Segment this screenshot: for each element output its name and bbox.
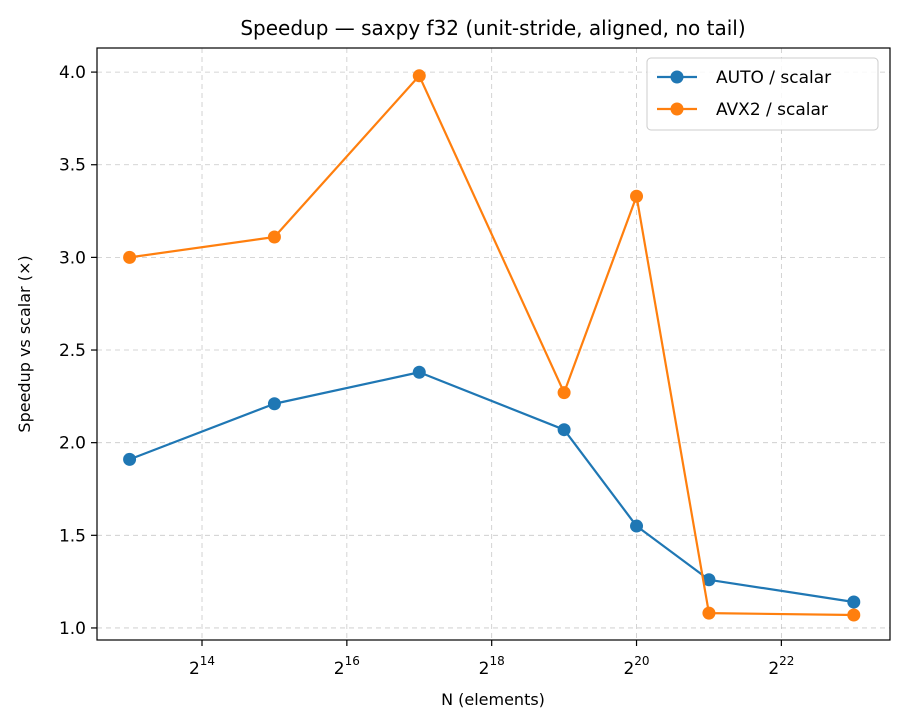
legend-box <box>646 57 879 131</box>
x-tick-exponent: 20 <box>634 654 649 668</box>
x-tick-label: 220 <box>623 654 649 679</box>
data-point-series-0 <box>557 423 571 437</box>
series-layer <box>123 69 861 622</box>
data-point-series-0 <box>267 397 281 411</box>
data-point-series-1 <box>702 606 716 620</box>
x-tick-label: 214 <box>189 654 215 679</box>
data-point-series-0 <box>847 595 861 609</box>
plot-area-frame <box>96 47 891 641</box>
legend-marker-0 <box>670 70 684 84</box>
legend-label-1: AVX2 / scalar <box>716 100 828 120</box>
y-tick-label: 2.5 <box>59 341 86 361</box>
data-point-series-1 <box>557 386 571 400</box>
data-point-series-0 <box>702 573 716 587</box>
legend-marker-1 <box>670 102 684 116</box>
x-tick-label: 218 <box>479 654 505 679</box>
data-point-series-0 <box>123 452 137 466</box>
data-point-series-1 <box>630 189 644 203</box>
y-tick-label: 2.0 <box>59 434 86 454</box>
data-point-series-1 <box>847 608 861 622</box>
x-tick-exponent: 16 <box>345 654 360 668</box>
legend: AUTO / scalar AVX2 / scalar <box>646 57 879 131</box>
legend-label-0: AUTO / scalar <box>716 68 831 88</box>
x-axis-label: N (elements) <box>441 690 545 709</box>
x-tick-exponent: 18 <box>489 654 504 668</box>
data-point-series-1 <box>123 250 137 264</box>
y-tick-label: 1.0 <box>59 619 86 639</box>
y-tick-label: 4.0 <box>59 63 86 83</box>
y-tick-label: 3.5 <box>59 156 86 176</box>
y-axis-label: Speedup vs scalar (×) <box>15 255 34 432</box>
data-point-series-1 <box>412 69 426 83</box>
x-tick-exponent: 14 <box>200 654 215 668</box>
data-point-series-1 <box>267 230 281 244</box>
data-point-series-0 <box>412 365 426 379</box>
x-tick-exponent: 22 <box>779 654 794 668</box>
y-tick-label: 3.0 <box>59 248 86 268</box>
plot-area-background <box>97 48 890 640</box>
x-tick-base: 2 <box>623 659 634 679</box>
x-tick-base: 2 <box>768 659 779 679</box>
chart-title: Speedup — saxpy f32 (unit-stride, aligne… <box>240 16 745 40</box>
data-point-series-0 <box>630 519 644 533</box>
x-tick-base: 2 <box>189 659 200 679</box>
y-tick-label: 1.5 <box>59 526 86 546</box>
x-tick-base: 2 <box>334 659 345 679</box>
x-tick-label: 222 <box>768 654 794 679</box>
x-tick-label: 216 <box>334 654 360 679</box>
grid-layer <box>97 48 890 640</box>
x-tick-base: 2 <box>479 659 490 679</box>
